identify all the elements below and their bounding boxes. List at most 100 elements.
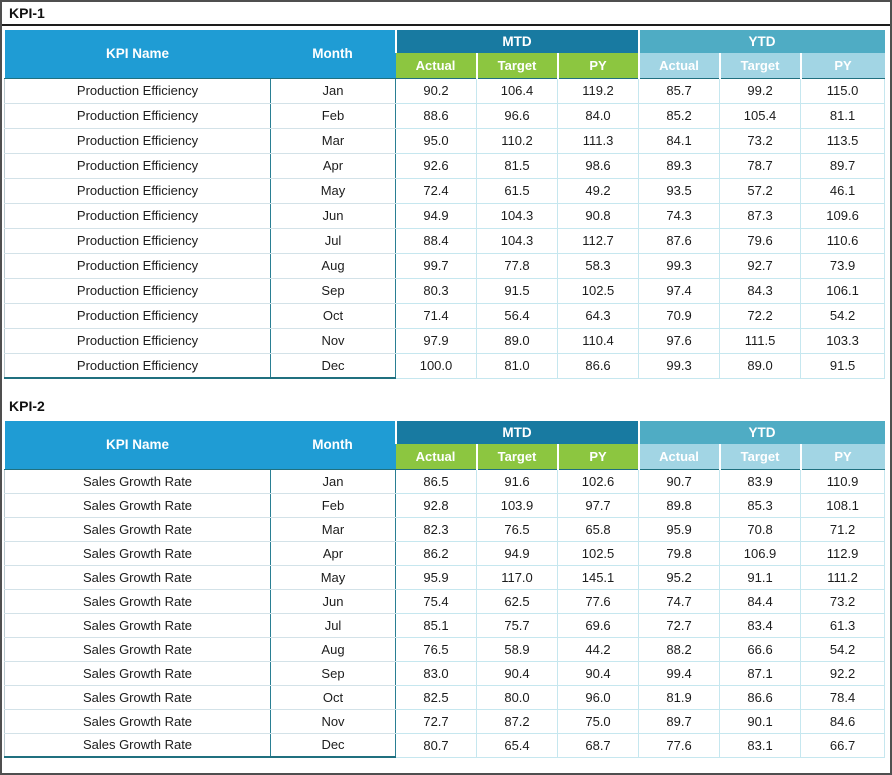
ytd-value-cell[interactable]: 70.9 [638, 303, 721, 329]
ytd-value-cell[interactable]: 99.2 [719, 78, 802, 104]
month-cell[interactable]: Dec [270, 733, 396, 758]
kpi-name-cell[interactable]: Sales Growth Rate [4, 613, 271, 638]
ytd-value-cell[interactable]: 54.2 [800, 303, 886, 329]
ytd-value-cell[interactable]: 72.2 [719, 303, 802, 329]
ytd-value-cell[interactable]: 109.6 [800, 203, 886, 229]
mtd-value-cell[interactable]: 87.2 [476, 709, 558, 734]
mtd-value-cell[interactable]: 89.0 [476, 328, 558, 354]
mtd-value-cell[interactable]: 75.4 [395, 589, 477, 614]
mtd-value-cell[interactable]: 94.9 [395, 203, 477, 229]
mtd-value-cell[interactable]: 102.6 [557, 469, 640, 494]
ytd-value-cell[interactable]: 113.5 [800, 128, 886, 154]
ytd-value-cell[interactable]: 87.1 [719, 661, 802, 686]
ytd-value-cell[interactable]: 78.4 [800, 685, 886, 710]
ytd-value-cell[interactable]: 106.9 [719, 541, 802, 566]
mtd-value-cell[interactable]: 86.6 [557, 353, 640, 379]
col-header-mtd-target[interactable]: Target [475, 53, 558, 79]
mtd-value-cell[interactable]: 76.5 [395, 637, 477, 662]
ytd-value-cell[interactable]: 110.6 [800, 228, 886, 254]
month-cell[interactable]: Jul [270, 228, 396, 254]
ytd-value-cell[interactable]: 87.3 [719, 203, 802, 229]
ytd-value-cell[interactable]: 79.8 [638, 541, 721, 566]
ytd-value-cell[interactable]: 84.1 [638, 128, 721, 154]
mtd-value-cell[interactable]: 83.0 [395, 661, 477, 686]
group-header-ytd[interactable]: YTD [638, 421, 885, 444]
ytd-value-cell[interactable]: 86.6 [719, 685, 802, 710]
mtd-value-cell[interactable]: 82.3 [395, 517, 477, 542]
mtd-value-cell[interactable]: 64.3 [557, 303, 640, 329]
ytd-value-cell[interactable]: 83.1 [719, 733, 802, 758]
kpi-name-cell[interactable]: Production Efficiency [4, 128, 271, 154]
kpi-name-cell[interactable]: Sales Growth Rate [4, 517, 271, 542]
month-cell[interactable]: May [270, 565, 396, 590]
ytd-value-cell[interactable]: 77.6 [638, 733, 721, 758]
ytd-value-cell[interactable]: 99.3 [638, 253, 721, 279]
mtd-value-cell[interactable]: 49.2 [557, 178, 640, 204]
ytd-value-cell[interactable]: 97.6 [638, 328, 721, 354]
month-cell[interactable]: Oct [270, 303, 396, 329]
ytd-value-cell[interactable]: 89.7 [638, 709, 721, 734]
ytd-value-cell[interactable]: 83.9 [719, 469, 802, 494]
month-cell[interactable]: Apr [270, 153, 396, 179]
ytd-value-cell[interactable]: 92.2 [800, 661, 886, 686]
ytd-value-cell[interactable]: 46.1 [800, 178, 886, 204]
ytd-value-cell[interactable]: 85.2 [638, 103, 721, 129]
ytd-value-cell[interactable]: 74.3 [638, 203, 721, 229]
month-cell[interactable]: Nov [270, 328, 396, 354]
mtd-value-cell[interactable]: 77.6 [557, 589, 640, 614]
month-cell[interactable]: Jan [270, 78, 396, 104]
ytd-value-cell[interactable]: 89.0 [719, 353, 802, 379]
mtd-value-cell[interactable]: 103.9 [476, 493, 558, 518]
month-cell[interactable]: Mar [270, 128, 396, 154]
month-cell[interactable]: Feb [270, 103, 396, 129]
month-cell[interactable]: Apr [270, 541, 396, 566]
kpi-name-cell[interactable]: Production Efficiency [4, 78, 271, 104]
kpi-name-cell[interactable]: Production Efficiency [4, 253, 271, 279]
ytd-value-cell[interactable]: 111.2 [800, 565, 886, 590]
mtd-value-cell[interactable]: 90.4 [476, 661, 558, 686]
mtd-value-cell[interactable]: 88.6 [395, 103, 477, 129]
ytd-value-cell[interactable]: 61.3 [800, 613, 886, 638]
group-header-mtd[interactable]: MTD [394, 421, 640, 444]
group-header-ytd[interactable]: YTD [638, 30, 885, 53]
mtd-value-cell[interactable]: 61.5 [476, 178, 558, 204]
mtd-value-cell[interactable]: 56.4 [476, 303, 558, 329]
mtd-value-cell[interactable]: 94.9 [476, 541, 558, 566]
month-cell[interactable]: Oct [270, 685, 396, 710]
ytd-value-cell[interactable]: 71.2 [800, 517, 886, 542]
mtd-value-cell[interactable]: 90.2 [395, 78, 477, 104]
ytd-value-cell[interactable]: 81.1 [800, 103, 886, 129]
ytd-value-cell[interactable]: 95.2 [638, 565, 721, 590]
ytd-value-cell[interactable]: 99.3 [638, 353, 721, 379]
mtd-value-cell[interactable]: 65.8 [557, 517, 640, 542]
col-header-month[interactable]: Month [270, 30, 396, 79]
ytd-value-cell[interactable]: 57.2 [719, 178, 802, 204]
col-header-ytd-actual[interactable]: Actual [637, 53, 720, 79]
mtd-value-cell[interactable]: 75.0 [557, 709, 640, 734]
mtd-value-cell[interactable]: 110.4 [557, 328, 640, 354]
mtd-value-cell[interactable]: 81.5 [476, 153, 558, 179]
mtd-value-cell[interactable]: 75.7 [476, 613, 558, 638]
mtd-value-cell[interactable]: 91.6 [476, 469, 558, 494]
mtd-value-cell[interactable]: 92.6 [395, 153, 477, 179]
mtd-value-cell[interactable]: 44.2 [557, 637, 640, 662]
col-header-ytd-py[interactable]: PY [799, 444, 885, 470]
ytd-value-cell[interactable]: 106.1 [800, 278, 886, 304]
ytd-value-cell[interactable]: 66.6 [719, 637, 802, 662]
col-header-kpi-name[interactable]: KPI Name [4, 30, 271, 79]
mtd-value-cell[interactable]: 95.9 [395, 565, 477, 590]
month-cell[interactable]: Sep [270, 661, 396, 686]
col-header-ytd-target[interactable]: Target [718, 444, 801, 470]
month-cell[interactable]: Jun [270, 203, 396, 229]
col-header-mtd-py[interactable]: PY [556, 53, 639, 79]
mtd-value-cell[interactable]: 112.7 [557, 228, 640, 254]
mtd-value-cell[interactable]: 77.8 [476, 253, 558, 279]
col-header-ytd-actual[interactable]: Actual [637, 444, 720, 470]
kpi-name-cell[interactable]: Production Efficiency [4, 303, 271, 329]
kpi-name-cell[interactable]: Sales Growth Rate [4, 589, 271, 614]
ytd-value-cell[interactable]: 74.7 [638, 589, 721, 614]
ytd-value-cell[interactable]: 90.7 [638, 469, 721, 494]
ytd-value-cell[interactable]: 85.7 [638, 78, 721, 104]
ytd-value-cell[interactable]: 97.4 [638, 278, 721, 304]
ytd-value-cell[interactable]: 88.2 [638, 637, 721, 662]
